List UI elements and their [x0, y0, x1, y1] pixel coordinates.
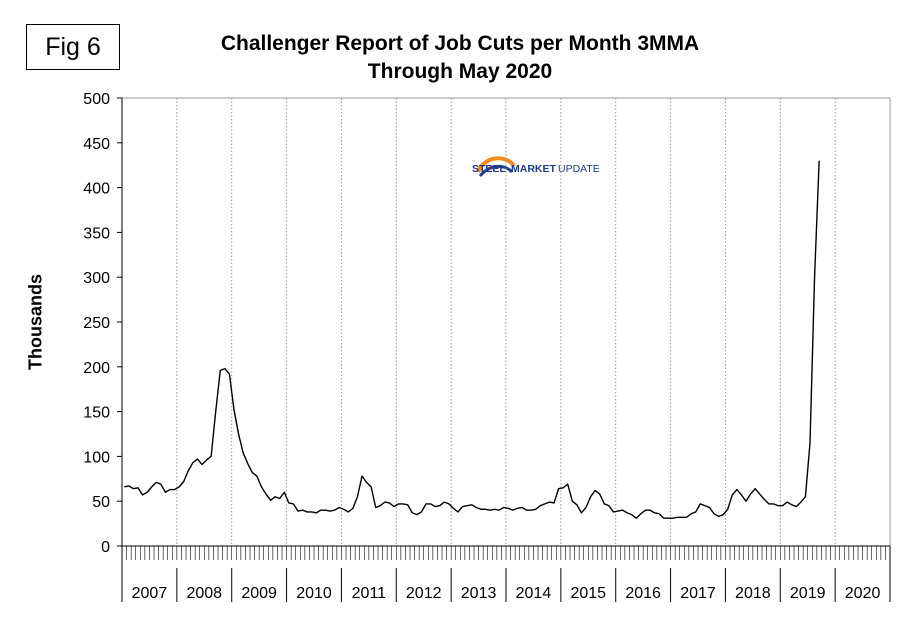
x-tick-label: 2012	[406, 585, 442, 602]
y-tick-label: 250	[83, 315, 110, 332]
x-tick-label: 2015	[570, 585, 606, 602]
y-tick-label: 500	[83, 91, 110, 108]
x-tick-label: 2017	[680, 585, 716, 602]
x-tick-label: 2018	[735, 585, 771, 602]
figure-label: Fig 6	[26, 24, 120, 70]
chart-title: Challenger Report of Job Cuts per Month …	[140, 30, 780, 86]
logo-word-update: UPDATE	[558, 163, 600, 175]
series-group	[124, 160, 820, 519]
x-tick-label: 2010	[296, 585, 332, 602]
logo-word-steel: STEEL	[472, 163, 506, 175]
steel-market-update-logo: STEEL MARKET UPDATE	[470, 152, 610, 188]
logo-swoosh-icon	[476, 156, 516, 178]
logo-word-market: MARKET	[511, 163, 556, 175]
x-tick-label: 2009	[241, 585, 277, 602]
y-ticks: 0 50 100 150 200 250 300 350 400 450 500	[83, 91, 122, 556]
grid	[176, 98, 836, 546]
y-tick-label: 450	[83, 136, 110, 153]
x-tick-label: 2014	[516, 585, 552, 602]
x-tick-label: 2020	[845, 585, 881, 602]
y-tick-label: 300	[83, 270, 110, 287]
x-ticks: 2007 2008 2009 2010 2011 2012 2013 2014 2015 2016…	[121, 546, 891, 602]
y-tick-label: 150	[83, 405, 110, 422]
y-tick-label: 0	[101, 539, 110, 556]
y-tick-label: 400	[83, 181, 110, 198]
x-tick-label: 2013	[461, 585, 497, 602]
series-line-job-cuts	[124, 160, 820, 519]
y-tick-label: 100	[83, 449, 110, 466]
chart-subtitle: Through May 2020	[367, 60, 553, 83]
x-tick-label: 2011	[352, 585, 387, 602]
x-tick-label: 2016	[625, 585, 661, 602]
x-tick-label: 2019	[790, 585, 826, 602]
y-tick-label: 200	[83, 360, 110, 377]
chart-title-line1: Challenger Report of Job Cuts per Month …	[220, 32, 700, 55]
x-tick-label: 2008	[186, 585, 222, 602]
x-tick-label: 2007	[132, 585, 168, 602]
y-tick-label: 50	[92, 494, 110, 511]
y-tick-label: 350	[83, 225, 110, 242]
